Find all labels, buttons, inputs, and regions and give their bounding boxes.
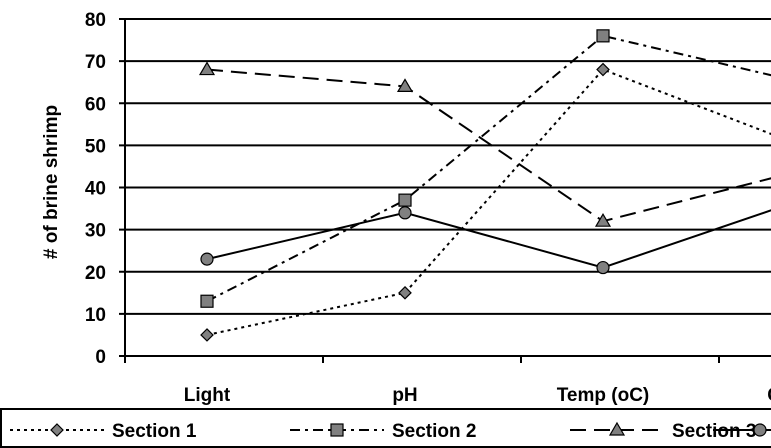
y-tick-labels: 0 10 20 30 40 50 60 70 80: [85, 10, 106, 368]
legend-box: [0, 408, 771, 448]
series-line: [206, 68, 771, 336]
series-group: [200, 62, 771, 342]
y-tick-label: 30: [85, 221, 106, 242]
legend-marker: [330, 423, 344, 437]
y-tick-label: 20: [85, 263, 106, 284]
data-point: [198, 61, 216, 76]
gridlines: [125, 18, 771, 315]
series-line: [206, 34, 771, 303]
legend-marker: [50, 423, 64, 437]
data-point: [398, 285, 412, 300]
y-tick-label: 70: [85, 52, 106, 73]
y-tick-label: 60: [85, 94, 106, 115]
y-tick-label: 10: [85, 305, 106, 326]
legend-marker: [753, 423, 767, 437]
series-group: [200, 206, 771, 275]
data-point: [200, 252, 214, 266]
data-point: [398, 193, 412, 207]
data-point: [596, 62, 610, 77]
x-tick-label: Control: [767, 385, 771, 406]
legend-label: Section 1: [112, 421, 197, 442]
data-point: [594, 213, 612, 227]
data-point: [396, 78, 414, 93]
data-point: [596, 29, 610, 43]
series-line: [206, 209, 771, 269]
series-layer: [198, 29, 771, 342]
data-point: [398, 206, 412, 220]
data-point: [200, 328, 214, 342]
data-point: [200, 294, 214, 308]
legend-label: Section 3: [672, 421, 756, 442]
data-point: [596, 260, 610, 275]
y-tick-label: 0: [95, 347, 106, 368]
x-tick-labels: Light pH Temp (oC) Control: [184, 385, 771, 406]
legend-marker: [608, 421, 626, 436]
series-line: [206, 68, 771, 223]
x-tick-label: Temp (oC): [557, 385, 650, 406]
y-tick-label: 80: [85, 10, 106, 31]
series-group: [200, 29, 771, 308]
x-tick-label: Light: [184, 385, 231, 406]
x-tick-label: pH: [392, 385, 417, 406]
y-axis-label: # of brine shrimp: [41, 105, 62, 259]
legend: Section 1 Section 2 Section 3: [0, 408, 771, 448]
y-tick-label: 50: [85, 136, 106, 157]
y-tick-label: 40: [85, 179, 106, 200]
legend-label: Section 2: [392, 421, 476, 442]
axes: [119, 18, 771, 363]
series-group: [198, 61, 771, 227]
